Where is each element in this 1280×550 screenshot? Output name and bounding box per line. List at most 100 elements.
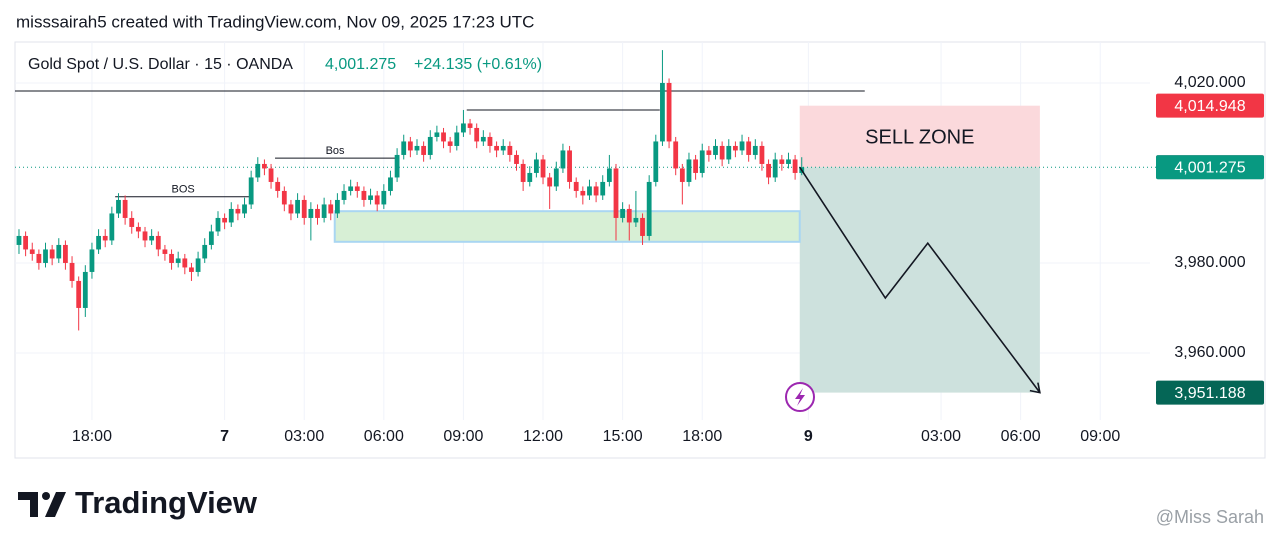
bolt-icon [785,382,815,412]
candle-body [733,145,738,151]
candle-body [135,226,141,232]
candle-body [401,141,407,155]
candle-body [381,190,387,205]
candle-body [69,262,75,281]
candle-body [613,168,619,218]
x-tick-label: 06:00 [1001,428,1041,445]
price: 4,001.275 [325,56,396,73]
candle-body [268,168,274,182]
candle-body [620,208,626,218]
projection-path [799,166,1041,394]
candle-body [341,190,347,200]
candle-body [49,249,55,259]
change: +24.135 (+0.61%) [414,56,542,73]
candle-body [666,82,672,142]
candle-body [646,181,652,236]
price-tag-label: 3,951.188 [1174,385,1245,402]
candle-body [76,280,82,308]
candle-body [361,190,367,200]
candle-body [222,217,228,223]
candle-body [374,195,380,205]
candle-body [242,204,247,214]
candle-body [56,244,62,259]
candle-body [248,177,254,205]
candle-body [693,159,699,173]
candle-body [726,145,732,160]
x-tick-label: 09:00 [443,428,483,445]
x-tick-label: 03:00 [921,428,961,445]
price-tag [1156,155,1264,180]
candle-body [706,150,712,155]
candle-body [633,217,639,223]
y-tick-label: 3,980.000 [1174,254,1245,271]
candle-body [295,199,300,214]
candle-body [142,231,148,241]
symbol: Gold Spot / U.S. Dollar · 15 · OANDA [28,56,293,73]
candle-body [63,244,68,263]
candle-body [640,217,645,236]
candle-body [262,163,267,169]
chart-frame [14,41,1266,459]
y-tick-label: 4,020.000 [1174,74,1245,91]
candle-body [461,123,466,133]
candle-body [275,181,281,191]
candle-body [474,127,480,142]
x-tick-label: 06:00 [364,428,404,445]
candle-body [547,177,553,187]
candle-body [766,163,771,178]
candle-body [215,217,221,232]
candle-body [102,235,108,241]
price-tag [1156,380,1264,405]
price-tag [1156,93,1264,118]
candle-body [573,181,579,191]
candle-body [23,235,29,250]
candle-body [162,249,168,254]
candle-body [354,186,360,191]
candle-body [686,159,692,182]
brand: TradingView [75,485,258,520]
watermark: @Miss Sarah [1156,507,1264,527]
candle-body [122,199,128,218]
candle-body [759,145,765,164]
candle-body [786,159,791,164]
candle-body [348,186,354,191]
candle-body [626,208,632,223]
candle-body [527,172,533,182]
candle-body [719,145,725,160]
candle-body [195,258,201,272]
candle-body [388,177,393,191]
candle-body [454,132,460,146]
x-tick-label: 15:00 [603,428,643,445]
candle-body [175,258,181,263]
candle-body [507,145,513,155]
candle-body [746,141,752,155]
candle-body [533,159,539,173]
candle-body [660,82,665,142]
candle-body [494,145,499,151]
candle-body [36,253,42,263]
tv-logo [18,492,66,517]
candle-body [772,159,778,178]
candle-body [580,190,586,196]
candle-body [421,145,427,155]
candle-body [155,235,161,250]
candle-body [739,141,745,151]
candle-body [96,235,101,250]
level-label: Bos [326,145,345,157]
candle-body [699,150,705,173]
x-tick-label: 18:00 [682,428,722,445]
candle-body [315,208,320,218]
candle-body [752,145,758,155]
candle-body [334,199,340,214]
candle-body [407,141,413,151]
candle-body [679,168,685,182]
candle-body [394,154,400,178]
candle-body [553,168,559,187]
candle-body [202,244,208,259]
candle-body [288,204,294,214]
candle-body [427,136,433,155]
candle-body [779,159,785,164]
level-label: BOS [172,184,195,196]
candle-body [514,154,519,164]
arrow-head [1029,382,1041,394]
